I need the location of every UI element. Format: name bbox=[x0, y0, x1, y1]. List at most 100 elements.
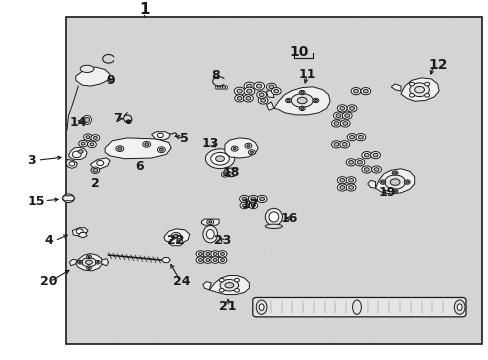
Point bbox=[270, 68, 278, 73]
Circle shape bbox=[358, 135, 363, 139]
Point bbox=[334, 60, 342, 66]
Point bbox=[264, 231, 271, 237]
Point bbox=[256, 147, 264, 153]
Point bbox=[360, 15, 368, 21]
Point bbox=[378, 86, 386, 92]
Point bbox=[267, 213, 275, 219]
Point bbox=[236, 233, 244, 238]
Point bbox=[305, 78, 313, 84]
Point bbox=[114, 116, 122, 122]
Circle shape bbox=[88, 256, 90, 257]
Point bbox=[369, 175, 377, 181]
Point bbox=[431, 339, 439, 345]
Point bbox=[222, 69, 229, 75]
Point bbox=[394, 179, 402, 184]
Point bbox=[63, 281, 71, 287]
Point bbox=[396, 333, 404, 338]
Point bbox=[440, 213, 447, 219]
Circle shape bbox=[268, 85, 273, 89]
Circle shape bbox=[333, 112, 343, 119]
Ellipse shape bbox=[210, 152, 229, 165]
Point bbox=[374, 275, 382, 281]
Point bbox=[255, 161, 263, 167]
Point bbox=[121, 197, 129, 203]
Point bbox=[253, 279, 261, 285]
Point bbox=[299, 193, 307, 199]
Point bbox=[187, 226, 195, 232]
Point bbox=[251, 260, 259, 266]
Point bbox=[466, 88, 473, 94]
Point bbox=[356, 317, 364, 323]
Circle shape bbox=[220, 252, 224, 255]
Point bbox=[331, 297, 339, 302]
Point bbox=[289, 214, 297, 220]
Point bbox=[180, 228, 188, 233]
Point bbox=[112, 256, 120, 262]
Point bbox=[234, 276, 242, 282]
Point bbox=[320, 168, 328, 174]
Point bbox=[329, 91, 337, 97]
Point bbox=[239, 46, 247, 51]
Point bbox=[399, 126, 407, 131]
Point bbox=[197, 163, 205, 169]
Point bbox=[176, 79, 184, 85]
Point bbox=[129, 162, 137, 168]
Point bbox=[204, 220, 212, 225]
Point bbox=[124, 239, 132, 245]
Point bbox=[455, 185, 463, 191]
Point bbox=[445, 152, 452, 157]
Point bbox=[346, 73, 353, 79]
Point bbox=[331, 55, 339, 61]
Point bbox=[394, 278, 402, 284]
Point bbox=[282, 123, 289, 129]
Point bbox=[223, 190, 231, 196]
Point bbox=[163, 53, 170, 58]
Point bbox=[267, 318, 275, 323]
Circle shape bbox=[86, 255, 91, 258]
Point bbox=[185, 312, 193, 318]
Point bbox=[234, 278, 242, 283]
Polygon shape bbox=[224, 138, 258, 158]
Point bbox=[345, 217, 353, 223]
Point bbox=[299, 161, 306, 167]
Point bbox=[446, 108, 454, 113]
Ellipse shape bbox=[205, 149, 234, 168]
Point bbox=[179, 318, 187, 323]
Point bbox=[388, 298, 396, 304]
Point bbox=[293, 43, 301, 49]
Point bbox=[437, 102, 445, 108]
Point bbox=[73, 195, 81, 201]
Point bbox=[196, 208, 204, 213]
Point bbox=[322, 275, 329, 280]
Point bbox=[390, 275, 398, 280]
Point bbox=[450, 210, 458, 216]
Point bbox=[295, 108, 303, 113]
Point bbox=[315, 59, 323, 65]
Point bbox=[90, 318, 98, 323]
Point bbox=[335, 319, 343, 325]
Point bbox=[76, 162, 84, 167]
Point bbox=[86, 28, 94, 33]
Point bbox=[343, 187, 350, 193]
Point bbox=[322, 93, 329, 99]
Point bbox=[137, 278, 145, 284]
Point bbox=[92, 253, 100, 259]
Point bbox=[147, 275, 155, 281]
Point bbox=[262, 322, 270, 328]
Point bbox=[164, 298, 172, 303]
Point bbox=[314, 97, 322, 103]
Point bbox=[392, 157, 400, 163]
Point bbox=[84, 315, 92, 321]
Point bbox=[217, 205, 224, 211]
Point bbox=[156, 53, 163, 59]
Point bbox=[101, 293, 108, 299]
Point bbox=[130, 79, 138, 85]
Point bbox=[244, 217, 252, 222]
Point bbox=[199, 111, 206, 116]
Point bbox=[431, 35, 439, 41]
Point bbox=[255, 323, 263, 328]
Point bbox=[275, 15, 283, 21]
Point bbox=[125, 85, 133, 91]
Point bbox=[412, 58, 420, 64]
Point bbox=[81, 15, 88, 21]
